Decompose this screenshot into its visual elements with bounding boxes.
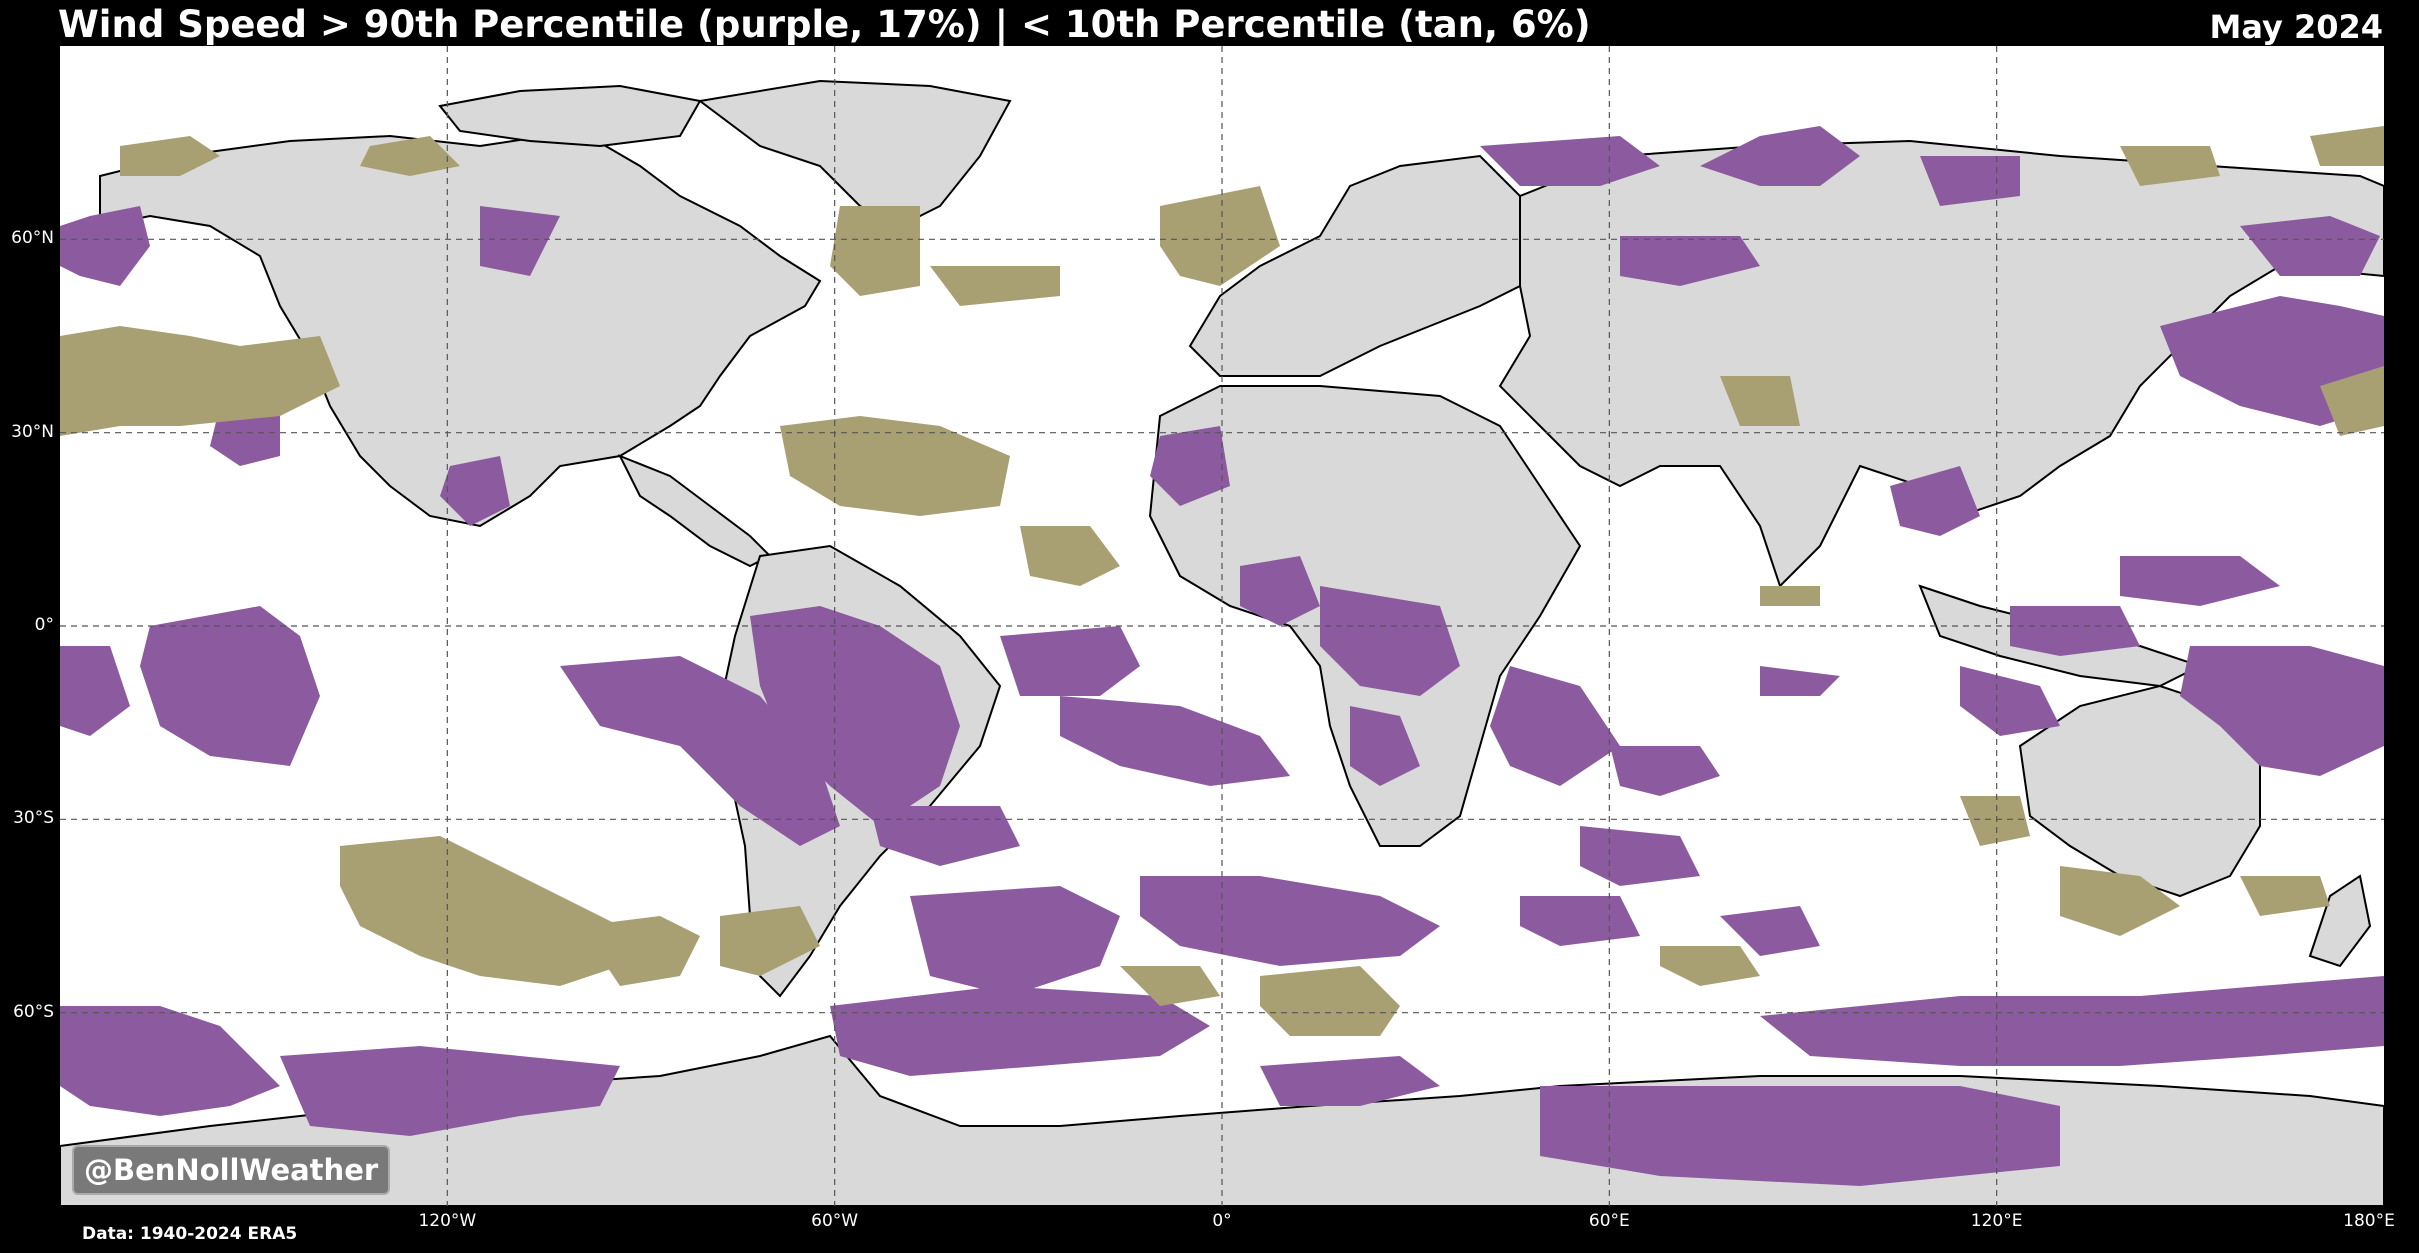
lat-tick-label: 30°N — [11, 421, 54, 442]
purple-region — [1620, 236, 1760, 286]
tan-region — [1960, 796, 2030, 846]
purple-region — [1150, 426, 1230, 506]
tan-region — [2060, 866, 2180, 936]
lat-tick-label: 60°S — [13, 1001, 54, 1022]
purple-region — [1520, 896, 1640, 946]
purple-region — [1610, 746, 1720, 796]
purple-region — [1540, 1086, 2060, 1186]
below-10th-percentile-regions — [60, 126, 2384, 1036]
purple-region — [1480, 136, 1660, 186]
purple-region — [1000, 626, 1140, 696]
purple-region — [480, 206, 560, 276]
purple-region — [870, 806, 1020, 866]
purple-region — [60, 206, 150, 286]
purple-region — [1240, 556, 1320, 626]
purple-region — [1260, 1056, 1440, 1106]
purple-region — [1320, 586, 1460, 696]
tan-region — [60, 326, 340, 436]
purple-region — [280, 1046, 620, 1136]
tan-region — [1260, 966, 1400, 1036]
tan-region — [580, 916, 700, 986]
purple-region — [2180, 646, 2384, 776]
tan-region — [1160, 186, 1280, 286]
tan-region — [120, 136, 220, 176]
purple-region — [140, 606, 320, 766]
above-90th-percentile-regions — [60, 126, 2384, 1186]
lat-tick-label: 30°S — [13, 808, 54, 829]
tan-region — [780, 416, 1010, 516]
tan-region — [1660, 946, 1760, 986]
tan-region — [2310, 126, 2384, 166]
purple-region — [1720, 906, 1820, 956]
purple-region — [1140, 876, 1440, 966]
tan-region — [340, 836, 620, 986]
map-canvas — [60, 46, 2384, 1206]
tan-region — [360, 136, 460, 176]
purple-region — [60, 1006, 280, 1116]
gridlines — [60, 46, 2384, 1206]
land-new-zealand — [2308, 874, 2372, 968]
author-credit: @BenNollWeather — [72, 1145, 391, 1195]
purple-region — [750, 606, 960, 826]
purple-region — [1890, 466, 1980, 536]
lon-tick-label: 60°W — [811, 1211, 859, 1231]
tan-region — [1020, 526, 1120, 586]
lon-tick-label: 120°W — [418, 1211, 477, 1231]
tan-region — [1760, 586, 1820, 606]
lat-tick-label: 60°N — [11, 228, 54, 249]
purple-region — [830, 986, 1210, 1076]
lon-tick-label: 120°E — [1970, 1211, 2023, 1231]
purple-region — [1760, 976, 2384, 1066]
land-australia — [2018, 684, 2261, 898]
lat-tick-label: 0° — [34, 615, 54, 635]
data-source: Data: 1940-2024 ERA5 — [82, 1224, 298, 1244]
land-central-america — [617, 454, 772, 568]
tan-region — [2240, 876, 2330, 916]
tan-region — [2320, 366, 2384, 436]
purple-region — [1580, 826, 1700, 886]
purple-region — [2240, 216, 2380, 276]
purple-region — [1920, 156, 2020, 206]
lon-tick-label: 60°E — [1588, 1211, 1630, 1231]
tan-region — [1720, 376, 1800, 426]
map-month: May 2024 — [2209, 8, 2383, 46]
tan-region — [2120, 146, 2220, 186]
world-map — [60, 46, 2384, 1206]
land-greenland — [697, 79, 1012, 228]
purple-region — [440, 456, 510, 526]
purple-region — [2120, 556, 2280, 606]
purple-region — [1700, 126, 1860, 186]
purple-region — [2010, 606, 2140, 656]
purple-region — [1760, 666, 1840, 696]
lon-tick-label: 0° — [1212, 1211, 1232, 1231]
tan-region — [1120, 966, 1220, 1006]
purple-region — [1490, 666, 1620, 786]
tan-region — [830, 206, 920, 296]
lon-tick-label: 180°E — [2343, 1211, 2395, 1231]
land-arctic-islands — [438, 84, 702, 148]
map-title: Wind Speed > 90th Percentile (purple, 17… — [58, 3, 1591, 46]
purple-region — [1060, 696, 1290, 786]
purple-region — [60, 646, 130, 736]
purple-region — [910, 886, 1120, 996]
tan-region — [720, 906, 820, 976]
purple-region — [1960, 666, 2060, 736]
tan-region — [930, 266, 1060, 306]
purple-region — [1350, 706, 1420, 786]
purple-region — [560, 656, 840, 846]
